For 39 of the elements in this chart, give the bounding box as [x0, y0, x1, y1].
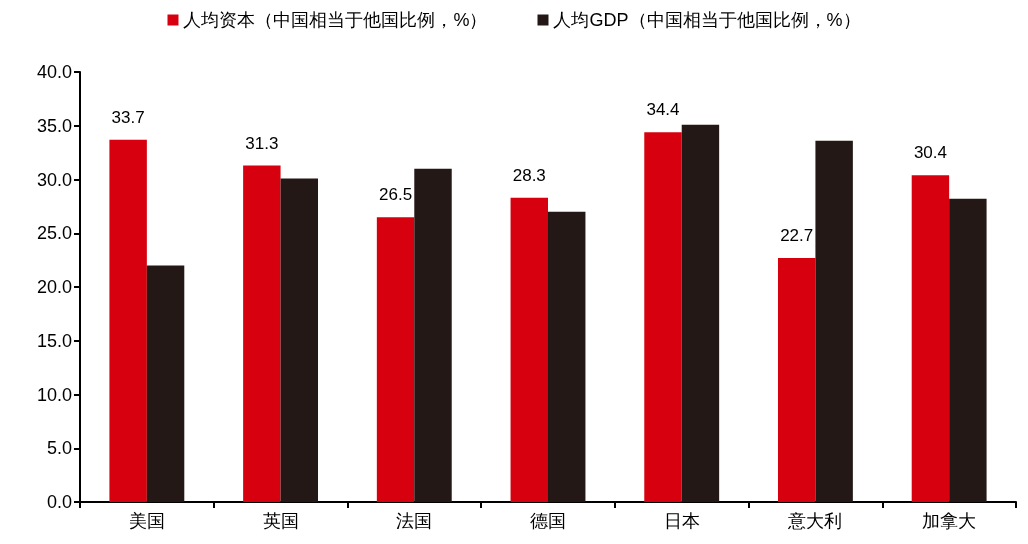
bar	[815, 140, 853, 502]
y-tick-label: 5.0	[46, 438, 72, 459]
y-tick-label: 0.0	[46, 492, 72, 512]
y-tick-label: 15.0	[36, 330, 72, 351]
x-tick-label: 英国	[262, 511, 299, 531]
bar	[243, 165, 281, 502]
bar	[109, 139, 147, 502]
data-label: 30.4	[913, 143, 947, 163]
legend-label: 人均GDP（中国相当于他国比例，%）	[553, 10, 861, 30]
bar	[510, 197, 548, 502]
bar	[146, 265, 185, 502]
x-tick-label: 加拿大	[922, 511, 977, 531]
y-tick-label: 20.0	[36, 277, 72, 297]
y-tick-label: 25.0	[36, 223, 72, 244]
data-label: 26.5	[379, 185, 413, 205]
bar	[777, 257, 816, 502]
x-tick-label: 日本	[663, 511, 700, 531]
y-tick-label: 35.0	[36, 115, 72, 136]
bar	[280, 178, 319, 502]
data-label: 34.4	[646, 100, 680, 120]
bar	[949, 198, 987, 502]
x-tick-label: 法国	[396, 511, 433, 531]
bar	[376, 217, 415, 502]
y-tick-label: 10.0	[36, 384, 72, 405]
data-label: 33.7	[111, 107, 145, 127]
bar	[548, 211, 586, 502]
y-tick-label: 40.0	[36, 62, 72, 82]
x-tick-label: 德国	[530, 511, 566, 531]
data-label: 28.3	[512, 165, 546, 185]
bar	[681, 124, 720, 502]
y-tick-label: 30.0	[36, 169, 72, 190]
legend-label: 人均资本（中国相当于他国比例，%）	[183, 10, 488, 30]
bar	[414, 168, 452, 502]
bar	[644, 132, 682, 502]
x-tick-label: 意大利	[787, 511, 843, 531]
x-tick-label: 美国	[128, 511, 165, 531]
bar	[911, 175, 950, 502]
data-label: 31.3	[245, 133, 279, 153]
data-label: 22.7	[780, 225, 814, 245]
